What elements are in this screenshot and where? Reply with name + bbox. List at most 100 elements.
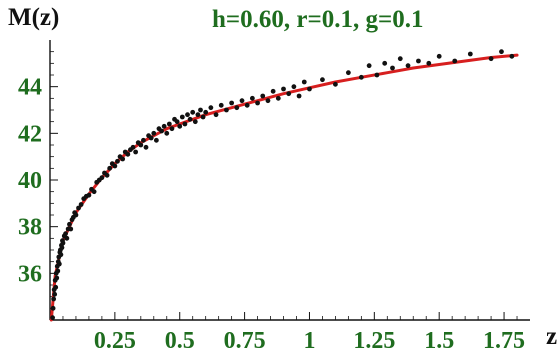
- data-point: [107, 165, 113, 171]
- y-tick-label: 40: [18, 168, 42, 194]
- data-point: [151, 130, 157, 136]
- data-point: [192, 119, 198, 125]
- data-point: [67, 221, 72, 227]
- x-axis-label: z: [546, 323, 557, 350]
- data-point: [53, 284, 59, 290]
- data-point: [174, 119, 180, 125]
- chart-title: h=0.60, r=0.1, g=0.1: [212, 6, 424, 33]
- data-point: [185, 112, 190, 118]
- data-point: [281, 86, 286, 92]
- data-point: [213, 112, 219, 118]
- data-point: [78, 202, 84, 207]
- data-point: [244, 102, 250, 108]
- data-point: [63, 231, 68, 237]
- data-point: [91, 189, 97, 195]
- data-point: [374, 72, 380, 78]
- axes-group: [49, 40, 530, 321]
- data-point: [208, 105, 214, 111]
- data-point: [125, 151, 131, 157]
- x-tick-label: 1: [303, 328, 315, 354]
- data-point: [141, 137, 146, 143]
- data-point: [382, 60, 388, 66]
- data-point: [153, 137, 159, 143]
- y-axis-label: M(z): [8, 4, 59, 31]
- data-point: [452, 58, 458, 64]
- data-point: [86, 192, 92, 198]
- data-point: [426, 60, 432, 66]
- x-tick-label: 1.25: [353, 328, 395, 354]
- data-point: [320, 77, 325, 83]
- data-point: [56, 261, 62, 267]
- data-point: [270, 88, 276, 94]
- data-point: [265, 98, 271, 104]
- data-point: [115, 158, 120, 164]
- data-point: [255, 100, 260, 106]
- data-point: [164, 130, 170, 136]
- data-point: [148, 135, 154, 141]
- data-point: [73, 212, 79, 218]
- data-point: [182, 121, 188, 127]
- data-point: [301, 79, 307, 85]
- data-point: [59, 245, 65, 251]
- y-tick-label: 44: [18, 75, 42, 101]
- data-point: [112, 163, 118, 169]
- data-point: [143, 144, 149, 150]
- data-point: [509, 53, 515, 59]
- data-point: [187, 116, 193, 122]
- x-tick-label: 1.5: [424, 328, 454, 354]
- x-tick-label: 0.75: [224, 328, 266, 354]
- data-point: [224, 107, 229, 113]
- data-point: [218, 102, 224, 108]
- data-point: [390, 65, 395, 71]
- data-point: [54, 275, 60, 281]
- data-point: [179, 114, 185, 120]
- data-point: [203, 109, 209, 115]
- label-group: M(z) h=0.60, r=0.1, g=0.1 z: [8, 4, 557, 350]
- x-tick-label: 1.75: [483, 328, 525, 354]
- data-point: [229, 100, 235, 106]
- data-point: [296, 93, 302, 99]
- data-point: [286, 91, 292, 97]
- data-point: [166, 121, 172, 127]
- data-point: [249, 95, 255, 101]
- data-point: [275, 95, 281, 101]
- data-point: [499, 49, 504, 55]
- y-tick-label: 36: [18, 261, 42, 287]
- data-point: [51, 296, 57, 302]
- data-point: [60, 240, 66, 246]
- data-point: [130, 144, 136, 150]
- data-point: [68, 226, 74, 232]
- data-point: [436, 53, 442, 59]
- y-tick-label: 38: [18, 215, 42, 241]
- data-point: [177, 123, 183, 129]
- data-point: [405, 63, 411, 69]
- data-point: [333, 81, 338, 87]
- data-point: [159, 128, 164, 134]
- data-point: [161, 123, 167, 129]
- x-tick-label: 0.25: [94, 328, 136, 354]
- data-point: [195, 112, 201, 118]
- data-group: [49, 49, 519, 322]
- data-point: [50, 315, 55, 321]
- data-point: [120, 156, 126, 162]
- data-point: [99, 175, 105, 181]
- data-point: [52, 291, 58, 297]
- data-point: [366, 63, 372, 69]
- data-point: [64, 235, 70, 241]
- data-point: [104, 172, 110, 178]
- data-point: [416, 58, 421, 64]
- data-point: [138, 142, 144, 148]
- data-point: [200, 114, 206, 120]
- data-point: [467, 51, 473, 57]
- data-point: [239, 98, 245, 104]
- data-point: [234, 105, 240, 111]
- data-point: [190, 109, 196, 115]
- data-point: [50, 305, 56, 311]
- data-point: [133, 149, 139, 155]
- data-point: [198, 107, 203, 113]
- fit-curve: [49, 53, 519, 322]
- data-point: [358, 74, 364, 80]
- data-point: [397, 56, 403, 62]
